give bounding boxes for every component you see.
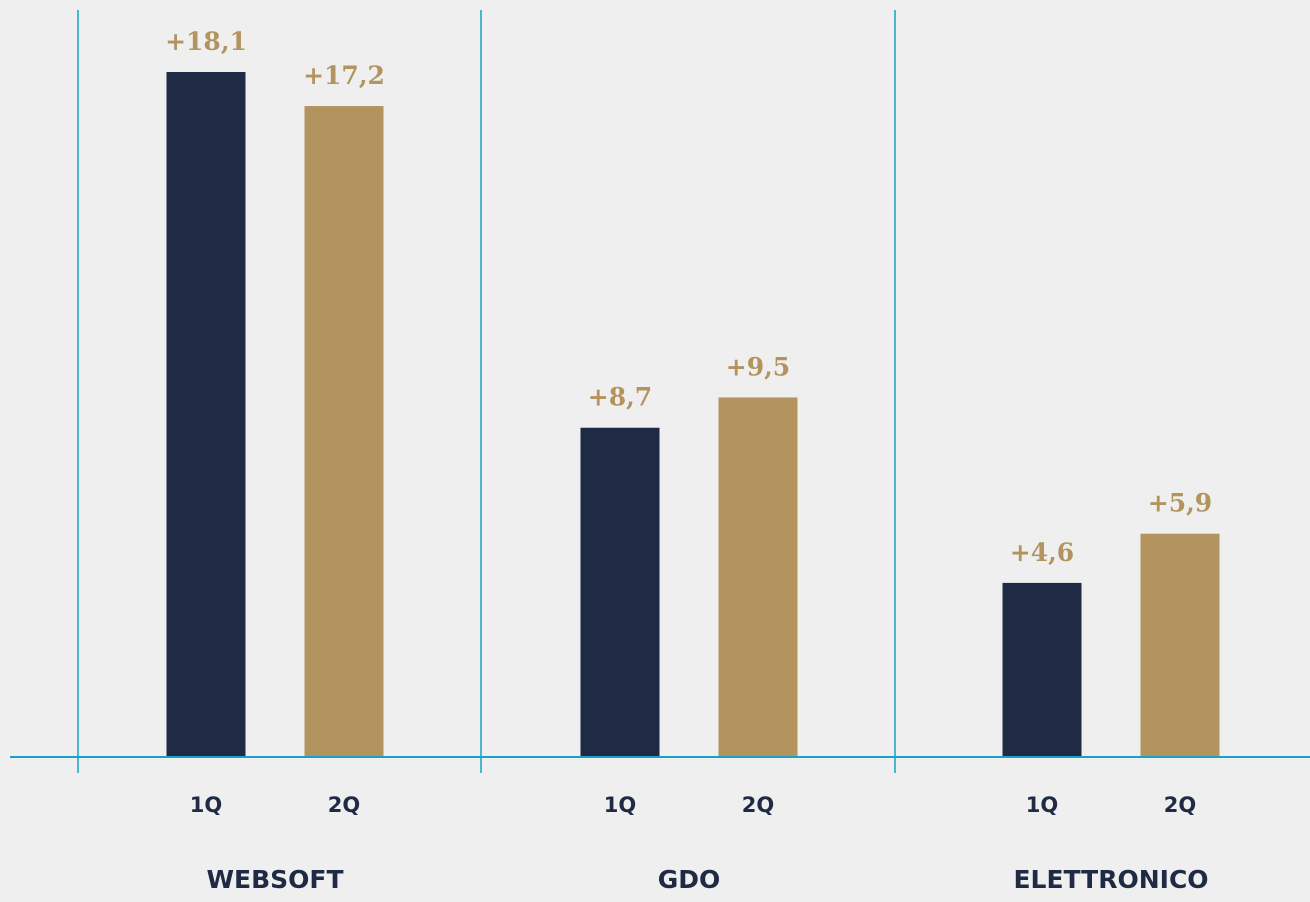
data-label: +9,5: [726, 352, 790, 381]
x-tick-label: 1Q: [190, 793, 222, 817]
bars-layer: [166, 72, 1220, 757]
bar-1q-elettronico: [1002, 582, 1082, 757]
bar-2q-websoft: [304, 106, 384, 757]
bar-2q-gdo: [718, 397, 798, 757]
bar-1q-websoft: [166, 72, 246, 757]
x-tick-label: 1Q: [1026, 793, 1058, 817]
category-label: ELETTRONICO: [1013, 865, 1208, 894]
value-labels-layer: +18,1 +17,2 +8,7 +9,5 +4,6 +5,9: [165, 27, 1212, 567]
group-separators: [77, 10, 896, 773]
bar-2q-elettronico: [1140, 533, 1220, 757]
category-label: GDO: [658, 865, 721, 894]
x-tick-label: 2Q: [742, 793, 774, 817]
tick-labels-layer: 1Q 2Q WEBSOFT 1Q 2Q GDO 1Q 2Q ELETTRONICO: [190, 793, 1209, 894]
data-label: +4,6: [1010, 538, 1074, 567]
x-tick-label: 1Q: [604, 793, 636, 817]
bar-1q-gdo: [580, 427, 660, 757]
category-label: WEBSOFT: [206, 865, 343, 894]
data-label: +5,9: [1148, 489, 1212, 518]
data-label: +8,7: [588, 383, 652, 412]
x-tick-label: 2Q: [1164, 793, 1196, 817]
x-tick-label: 2Q: [328, 793, 360, 817]
data-label: +17,2: [303, 61, 385, 90]
data-label: +18,1: [165, 27, 247, 56]
